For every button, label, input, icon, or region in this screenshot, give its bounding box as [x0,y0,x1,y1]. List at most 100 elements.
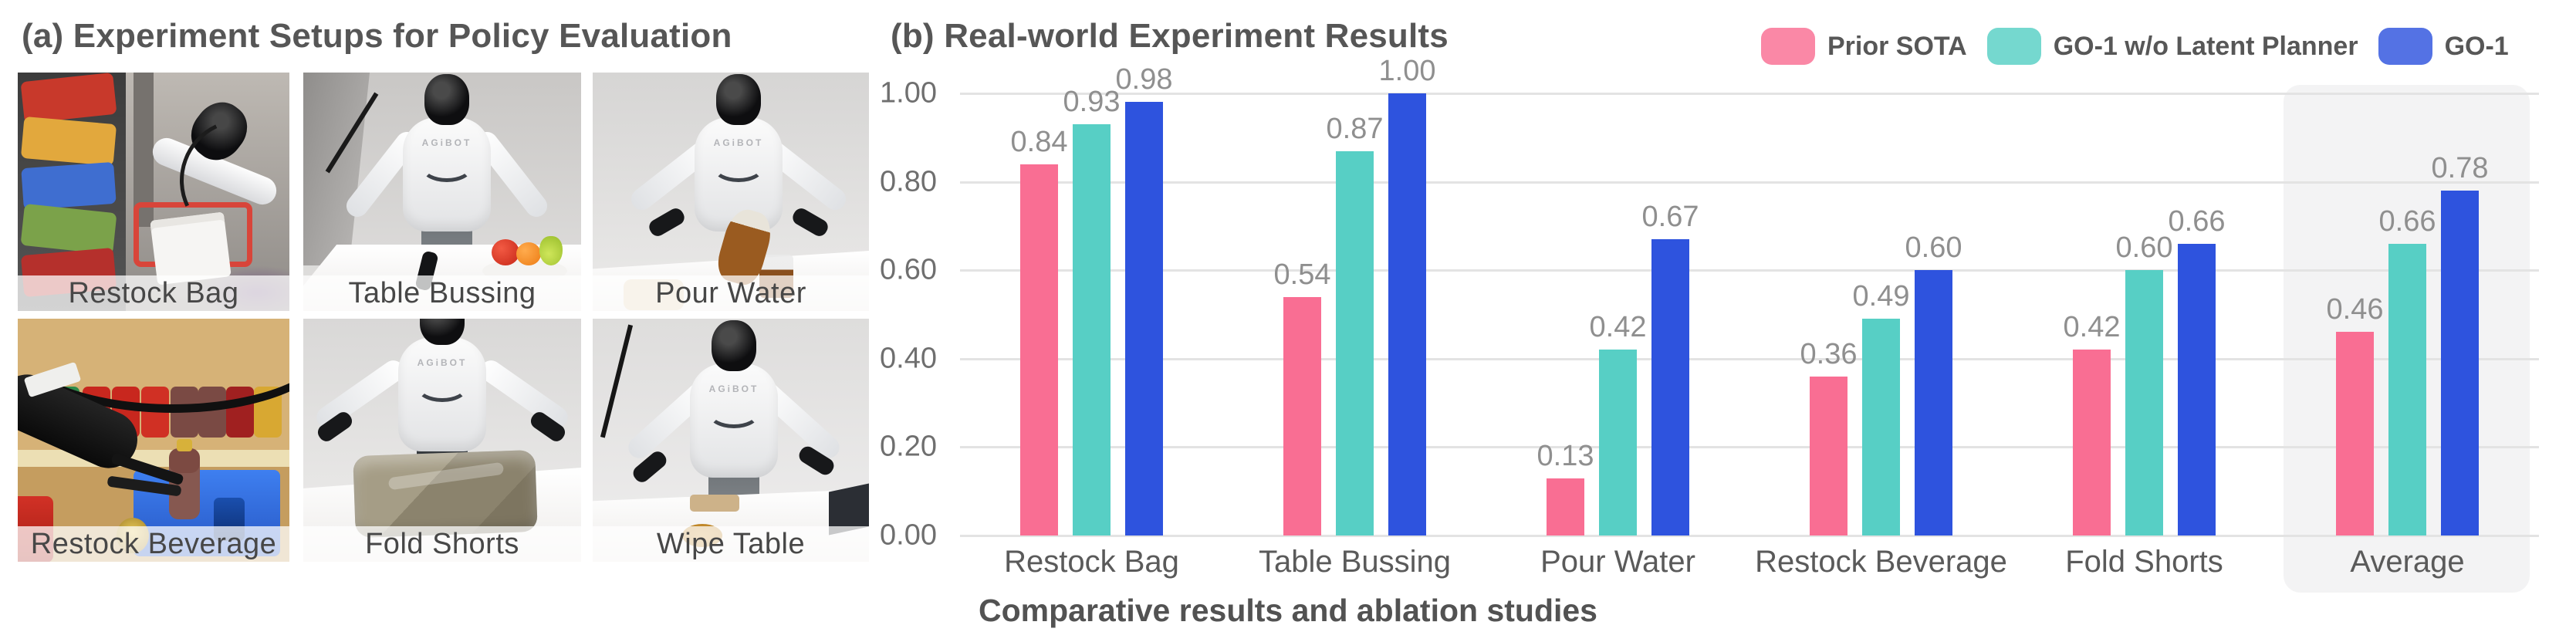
bar-value-label: 0.98 [1115,63,1173,96]
snack-packet [20,73,117,124]
photo-label: Restock Beverage [30,527,277,560]
bar-groups: 0.84 0.93 0.98 Restock Bag 0.54 0.87 1.00 Table… [960,55,2539,579]
bar-prior-sota: 0.46 [2327,293,2383,536]
photo-label-strip: Wipe Table [593,526,869,562]
photo-label: Fold Shorts [365,527,519,560]
bar-go-1-w/o-latent-planner: 0.60 [2116,231,2172,536]
y-axis-tick-label: 0.00 [880,519,937,552]
x-axis-category-label: Restock Bag [1004,545,1179,579]
bar-group-restock-bag: 0.84 0.93 0.98 Restock Bag [960,63,1223,579]
legend-item: Prior SOTA [1761,28,1967,65]
robot-gripper [789,205,831,239]
bar-value-label: 0.84 [1010,125,1068,158]
robot-torso: AGiBOT [403,117,491,231]
legend-swatch [1761,28,1815,65]
robot-chest-logo: AGiBOT [708,384,759,394]
bar-value-label: 0.66 [2378,204,2436,238]
robot-head [712,320,756,371]
y-axis-tick-label: 0.60 [880,253,937,286]
robot-torso: AGiBOT [690,363,778,478]
photo-table-bussing: AGiBOT Table Bussing [303,73,581,311]
legend-swatch [1986,28,2041,65]
bar-group-restock-beverage: 0.36 0.49 0.60 Restock Beverage [1749,93,2013,579]
photo-label-strip: Restock Beverage [18,526,289,562]
bar-value-label: 0.49 [1852,280,1910,313]
bar-value-label: 0.60 [1905,231,1962,265]
wiper-sponge [690,495,739,512]
robot-head [420,319,465,345]
robot-chest-arc [712,151,765,182]
photo-label: Table Bussing [348,276,536,309]
robot-chest-arc [421,151,473,182]
bar-value-label: 0.60 [2115,231,2173,265]
legend-label: Prior SOTA [1827,31,1967,61]
photo-restock-beverage: Restock Beverage [18,319,289,562]
y-axis-tick-label: 1.00 [880,76,937,110]
robot-chest-logo: AGiBOT [713,137,764,148]
apple [492,239,519,265]
gridline [960,269,2539,272]
snack-shelf [18,73,126,311]
bar-go-1-w/o-latent-planner: 0.87 [1327,113,1383,536]
robot-chest-logo: AGiBOT [417,357,468,368]
mic-stand [600,324,634,438]
robot-gripper [646,205,688,239]
bar-go-1-w/o-latent-planner: 0.49 [1853,280,1909,536]
panel-b-title: (b) Real-world Experiment Results [891,17,1449,55]
photo-restock-bag: Restock Bag [18,73,289,311]
bar-group-pour-water: 0.13 0.42 0.67 Pour Water [1486,93,1749,579]
bar-value-label: 0.42 [2063,311,2121,344]
gridline [960,357,2539,360]
bar-prior-sota: 0.84 [1011,126,1067,536]
bar-value-label: 0.93 [1063,86,1121,119]
panel-a-title: (a) Experiment Setups for Policy Evaluat… [22,17,732,55]
y-axis-tick-label: 0.40 [880,342,937,375]
gridline [960,93,2539,95]
shelf-pillar [134,73,154,227]
figure-caption: Comparative results and ablation studies [979,593,1597,628]
chart-legend: Prior SOTA GO-1 w/o Latent Planner GO-1 [1761,28,2509,65]
legend-swatch [2378,28,2432,65]
bar-go-1: 0.66 [2169,205,2225,536]
robot-chest-logo: AGiBOT [421,137,472,148]
bar-group-table-bussing: 0.54 0.87 1.00 Table Bussing [1223,55,1486,579]
wall-column [303,73,370,265]
photo-label-strip: Restock Bag [18,275,289,311]
photo-wipe-table: AGiBOT Wipe Table [593,319,869,562]
robot-chest-arc [416,371,468,402]
bar-value-label: 0.54 [1273,258,1331,291]
photo-label: Pour Water [655,276,806,309]
bar-go-1: 0.78 [2432,152,2488,536]
legend-item: GO-1 [2378,28,2509,65]
snack-packet [20,203,117,255]
x-axis-category-label: Pour Water [1540,545,1695,579]
bar-value-label: 0.42 [1589,311,1647,344]
x-axis-category-label: Table Bussing [1258,545,1452,579]
cable-wire [18,319,289,413]
bar-go-1: 0.98 [1116,63,1172,536]
bar-go-1: 0.60 [1905,231,1962,536]
photo-pour-water: AGiBOT Pour Water [593,73,869,311]
robot-torso: AGiBOT [398,337,486,451]
gridline [960,535,2539,537]
bar-value-label: 1.00 [1378,55,1436,87]
y-axis-tick-label: 0.20 [880,430,937,463]
legend-label: GO-1 [2444,31,2509,61]
bar-prior-sota: 0.13 [1537,440,1594,536]
snack-packet [20,116,117,167]
photo-label-strip: Fold Shorts [303,526,581,562]
photo-label: Wipe Table [656,527,806,560]
bar-value-label: 0.46 [2326,293,2384,326]
y-axis-tick-label: 0.80 [880,165,937,198]
plot-area: 1.00 0.80 0.60 0.40 0.20 0.00 0.84 0.93 0.98 Rest… [880,55,2539,593]
bar-value-label: 0.36 [1800,337,1858,370]
robot-head [716,74,761,125]
x-axis-category-label: Restock Beverage [1755,545,2007,579]
bar-go-1-w/o-latent-planner: 0.66 [2379,205,2436,536]
snack-packet [21,161,117,211]
bar-value-label: 0.67 [1641,201,1699,234]
bar-value-label: 0.78 [2431,152,2489,185]
photo-label-strip: Table Bussing [303,275,581,311]
photo-fold-shorts: AGiBOT Fold Shorts [303,319,581,562]
